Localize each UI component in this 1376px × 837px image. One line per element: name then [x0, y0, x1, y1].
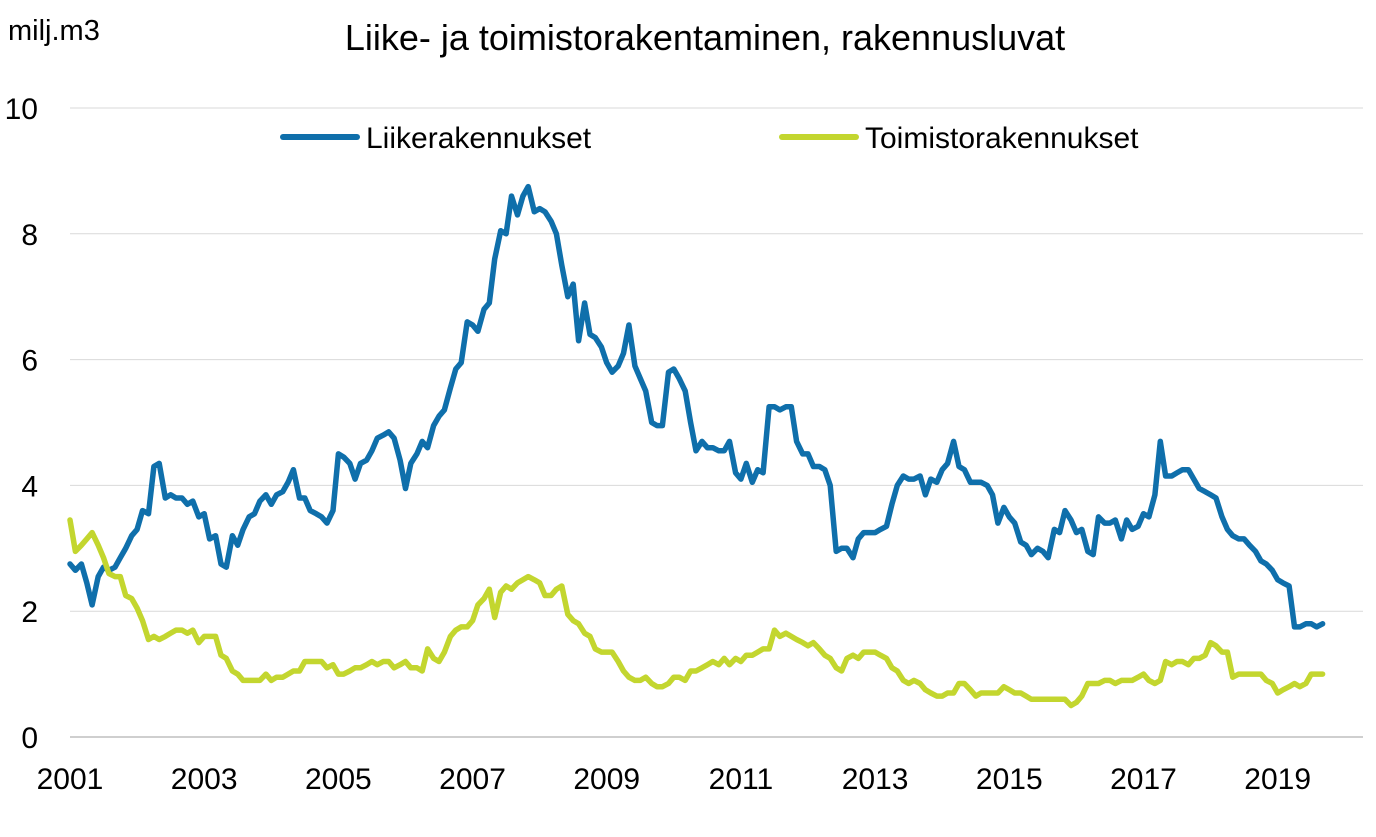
x-tick-label-2001: 2001	[37, 763, 104, 796]
y-tick-label-4: 4	[21, 470, 38, 503]
legend: Liikerakennukset Toimistorakennukset	[280, 122, 1139, 155]
chart-title: Liike- ja toimistorakentaminen, rakennus…	[345, 17, 1065, 58]
y-axis-tick-labels: 0 2 4 6 8 10	[5, 93, 38, 755]
x-tick-label-2005: 2005	[305, 763, 372, 796]
series-line-liikerakennukset	[67, 183, 1326, 630]
x-tick-label-2017: 2017	[1110, 763, 1177, 796]
x-tick-label-2003: 2003	[171, 763, 238, 796]
x-tick-label-2007: 2007	[439, 763, 506, 796]
legend-label-toimistorakennukset: Toimistorakennukset	[865, 122, 1139, 155]
y-tick-label-2: 2	[21, 596, 38, 629]
y-unit-label: milj.m3	[8, 15, 100, 47]
x-tick-label-2011: 2011	[709, 763, 774, 796]
y-tick-label-0: 0	[21, 722, 38, 755]
series-line-toimistorakennukset	[67, 517, 1326, 709]
x-tick-label-2019: 2019	[1244, 763, 1311, 796]
x-tick-label-2009: 2009	[573, 763, 640, 796]
x-tick-label-2015: 2015	[976, 763, 1043, 796]
x-tick-label-2013: 2013	[842, 763, 909, 796]
y-tick-label-6: 6	[21, 345, 38, 378]
gridlines	[70, 107, 1363, 738]
x-axis-tick-labels: 2001 2003 2005 2007 2009 2011 2013 2015 2017 2019	[37, 763, 1311, 796]
y-tick-label-8: 8	[21, 219, 38, 252]
y-tick-label-10: 10	[5, 93, 38, 126]
legend-label-liikerakennukset: Liikerakennukset	[366, 122, 592, 155]
series-lines	[67, 183, 1326, 709]
